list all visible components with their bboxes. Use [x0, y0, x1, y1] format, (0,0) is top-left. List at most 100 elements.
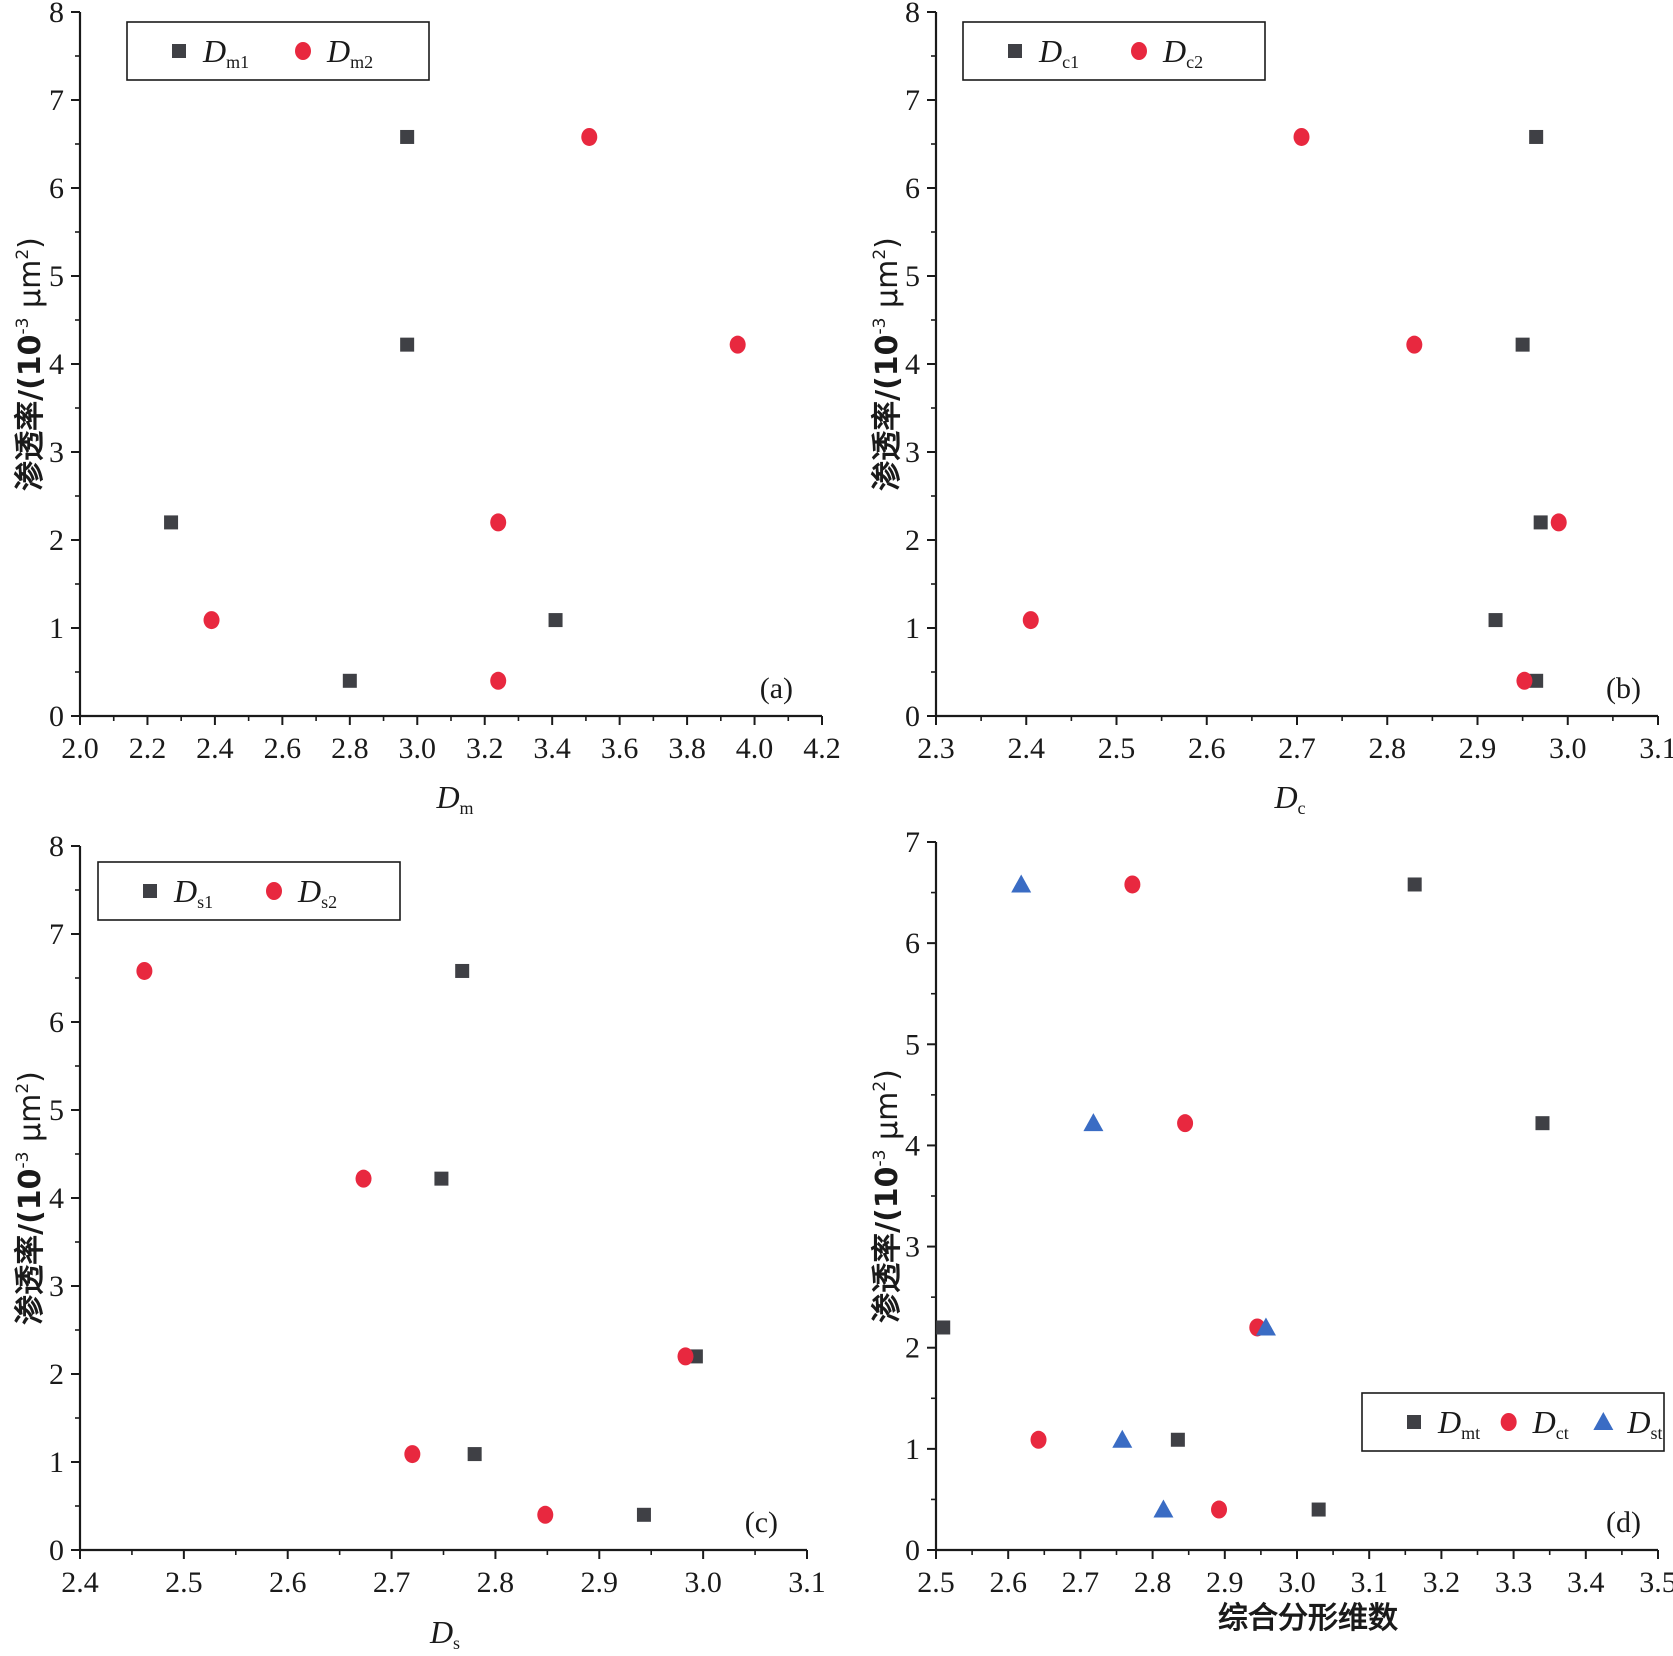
x-axis-title: Dc — [1273, 779, 1305, 818]
x-tick-label: 2.8 — [1369, 732, 1407, 765]
data-point-circle — [581, 127, 598, 146]
y-tick-label: 8 — [49, 0, 64, 29]
x-tick-label: 2.6 — [269, 1566, 307, 1599]
data-point-circle — [1293, 127, 1310, 146]
y-tick-label: 7 — [49, 918, 64, 951]
y-tick-label: 4 — [905, 1129, 920, 1162]
legend-marker-square — [172, 44, 186, 58]
y-tick-label: 0 — [49, 700, 64, 733]
y-axis-title: 渗透率/(10-3 μm2) — [870, 237, 905, 491]
data-point-triangle — [1153, 1499, 1174, 1518]
data-point-square — [467, 1447, 482, 1462]
legend-marker-circle — [295, 42, 311, 60]
data-point-square — [434, 1171, 449, 1186]
x-tick-label: 2.4 — [1008, 732, 1046, 765]
x-axis-title: Ds — [429, 1614, 460, 1653]
data-point-circle — [404, 1445, 421, 1464]
x-tick-label: 2.6 — [989, 1566, 1027, 1599]
x-tick-label: 2.9 — [1459, 732, 1497, 765]
data-point-circle — [1177, 1114, 1194, 1133]
legend-label: Dc1 — [1038, 33, 1079, 72]
legend: Ds1 Ds2 — [97, 861, 401, 921]
y-tick-label: 1 — [49, 1446, 64, 1479]
panel-label: (c) — [745, 1506, 778, 1539]
x-tick-label: 3.0 — [399, 732, 437, 765]
data-point-triangle — [1083, 1113, 1104, 1132]
x-tick-label: 2.7 — [1278, 732, 1316, 765]
legend-marker-square — [1008, 44, 1022, 58]
data-point-triangle — [1255, 1317, 1276, 1336]
legend-marker-circle — [1500, 1413, 1517, 1431]
data-point-square — [400, 337, 415, 352]
y-tick-label: 5 — [49, 260, 64, 293]
data-point-triangle — [1011, 874, 1032, 893]
legend: Dmt Dct Dst — [1361, 1392, 1665, 1452]
x-tick-label: 2.2 — [129, 732, 167, 765]
x-tick-label: 2.4 — [196, 732, 234, 765]
data-point-square — [455, 963, 470, 978]
legend: Dc1 Dc2 — [962, 21, 1266, 81]
y-tick-label: 6 — [49, 172, 64, 205]
y-tick-label: 8 — [905, 0, 920, 29]
data-point-circle — [1211, 1500, 1228, 1519]
data-point-circle — [136, 961, 153, 980]
data-point-square — [1535, 1116, 1550, 1131]
y-tick-label: 6 — [905, 172, 920, 205]
legend-label: Dm1 — [202, 33, 249, 72]
x-tick-label: 2.7 — [1062, 1566, 1100, 1599]
data-point-square — [548, 613, 563, 628]
y-tick-label: 6 — [49, 1006, 64, 1039]
data-point-square — [1529, 673, 1544, 688]
panel-label: (a) — [760, 672, 793, 705]
legend-box — [126, 21, 430, 81]
x-tick-label: 3.1 — [788, 1566, 826, 1599]
x-tick-label: 2.5 — [1098, 732, 1136, 765]
legend-label: Dmt — [1437, 1404, 1480, 1443]
y-tick-label: 4 — [905, 348, 920, 381]
y-tick-label: 4 — [49, 1182, 64, 1215]
x-tick-label: 2.8 — [477, 1566, 515, 1599]
x-tick-label: 3.1 — [1350, 1566, 1388, 1599]
legend-marker-triangle — [1593, 1412, 1614, 1430]
data-point-circle — [1030, 1430, 1047, 1449]
y-tick-label: 7 — [49, 84, 64, 117]
data-point-square — [1170, 1432, 1185, 1447]
legend-label: Ds2 — [297, 873, 337, 912]
panel-label: (b) — [1606, 672, 1641, 705]
data-point-square — [164, 515, 179, 530]
legend-marker-circle — [266, 882, 282, 900]
x-tick-label: 2.7 — [373, 1566, 411, 1599]
data-point-square — [342, 673, 357, 688]
legend: Dm1 Dm2 — [126, 21, 430, 81]
y-tick-label: 2 — [905, 524, 920, 557]
data-point-circle — [1022, 611, 1039, 630]
y-tick-label: 1 — [905, 612, 920, 645]
x-tick-label: 2.5 — [165, 1566, 203, 1599]
y-axis-title: 渗透率/(10-3 μm2) — [13, 1071, 48, 1325]
y-tick-label: 0 — [49, 1534, 64, 1567]
y-tick-label: 3 — [49, 436, 64, 469]
x-tick-label: 3.0 — [1278, 1566, 1316, 1599]
x-tick-label: 4.0 — [736, 732, 774, 765]
x-tick-label: 2.9 — [581, 1566, 619, 1599]
data-point-square — [1533, 515, 1548, 530]
data-point-circle — [490, 671, 507, 690]
data-point-circle — [1406, 335, 1423, 354]
data-point-circle — [490, 513, 507, 532]
x-tick-label: 2.5 — [917, 1566, 955, 1599]
legend-label: Dc2 — [1162, 33, 1203, 72]
y-tick-label: 8 — [49, 830, 64, 863]
x-tick-label: 2.8 — [331, 732, 369, 765]
x-axis-title: 综合分形维数 — [1218, 1601, 1399, 1636]
x-tick-label: 3.0 — [1549, 732, 1587, 765]
y-tick-label: 7 — [905, 84, 920, 117]
legend-label: Ds1 — [173, 873, 213, 912]
data-point-circle — [203, 611, 220, 630]
y-tick-label: 0 — [905, 1534, 920, 1567]
chart-panel-d: 2.5 2.6 2.7 2.8 2.9 3.0 3.1 3.2 3.3 3.4 3.5 0 1 2 3 4 5 6… — [870, 826, 1673, 1636]
data-point-square — [1488, 613, 1503, 628]
data-point-square — [936, 1320, 951, 1335]
x-tick-label: 3.3 — [1495, 1566, 1533, 1599]
